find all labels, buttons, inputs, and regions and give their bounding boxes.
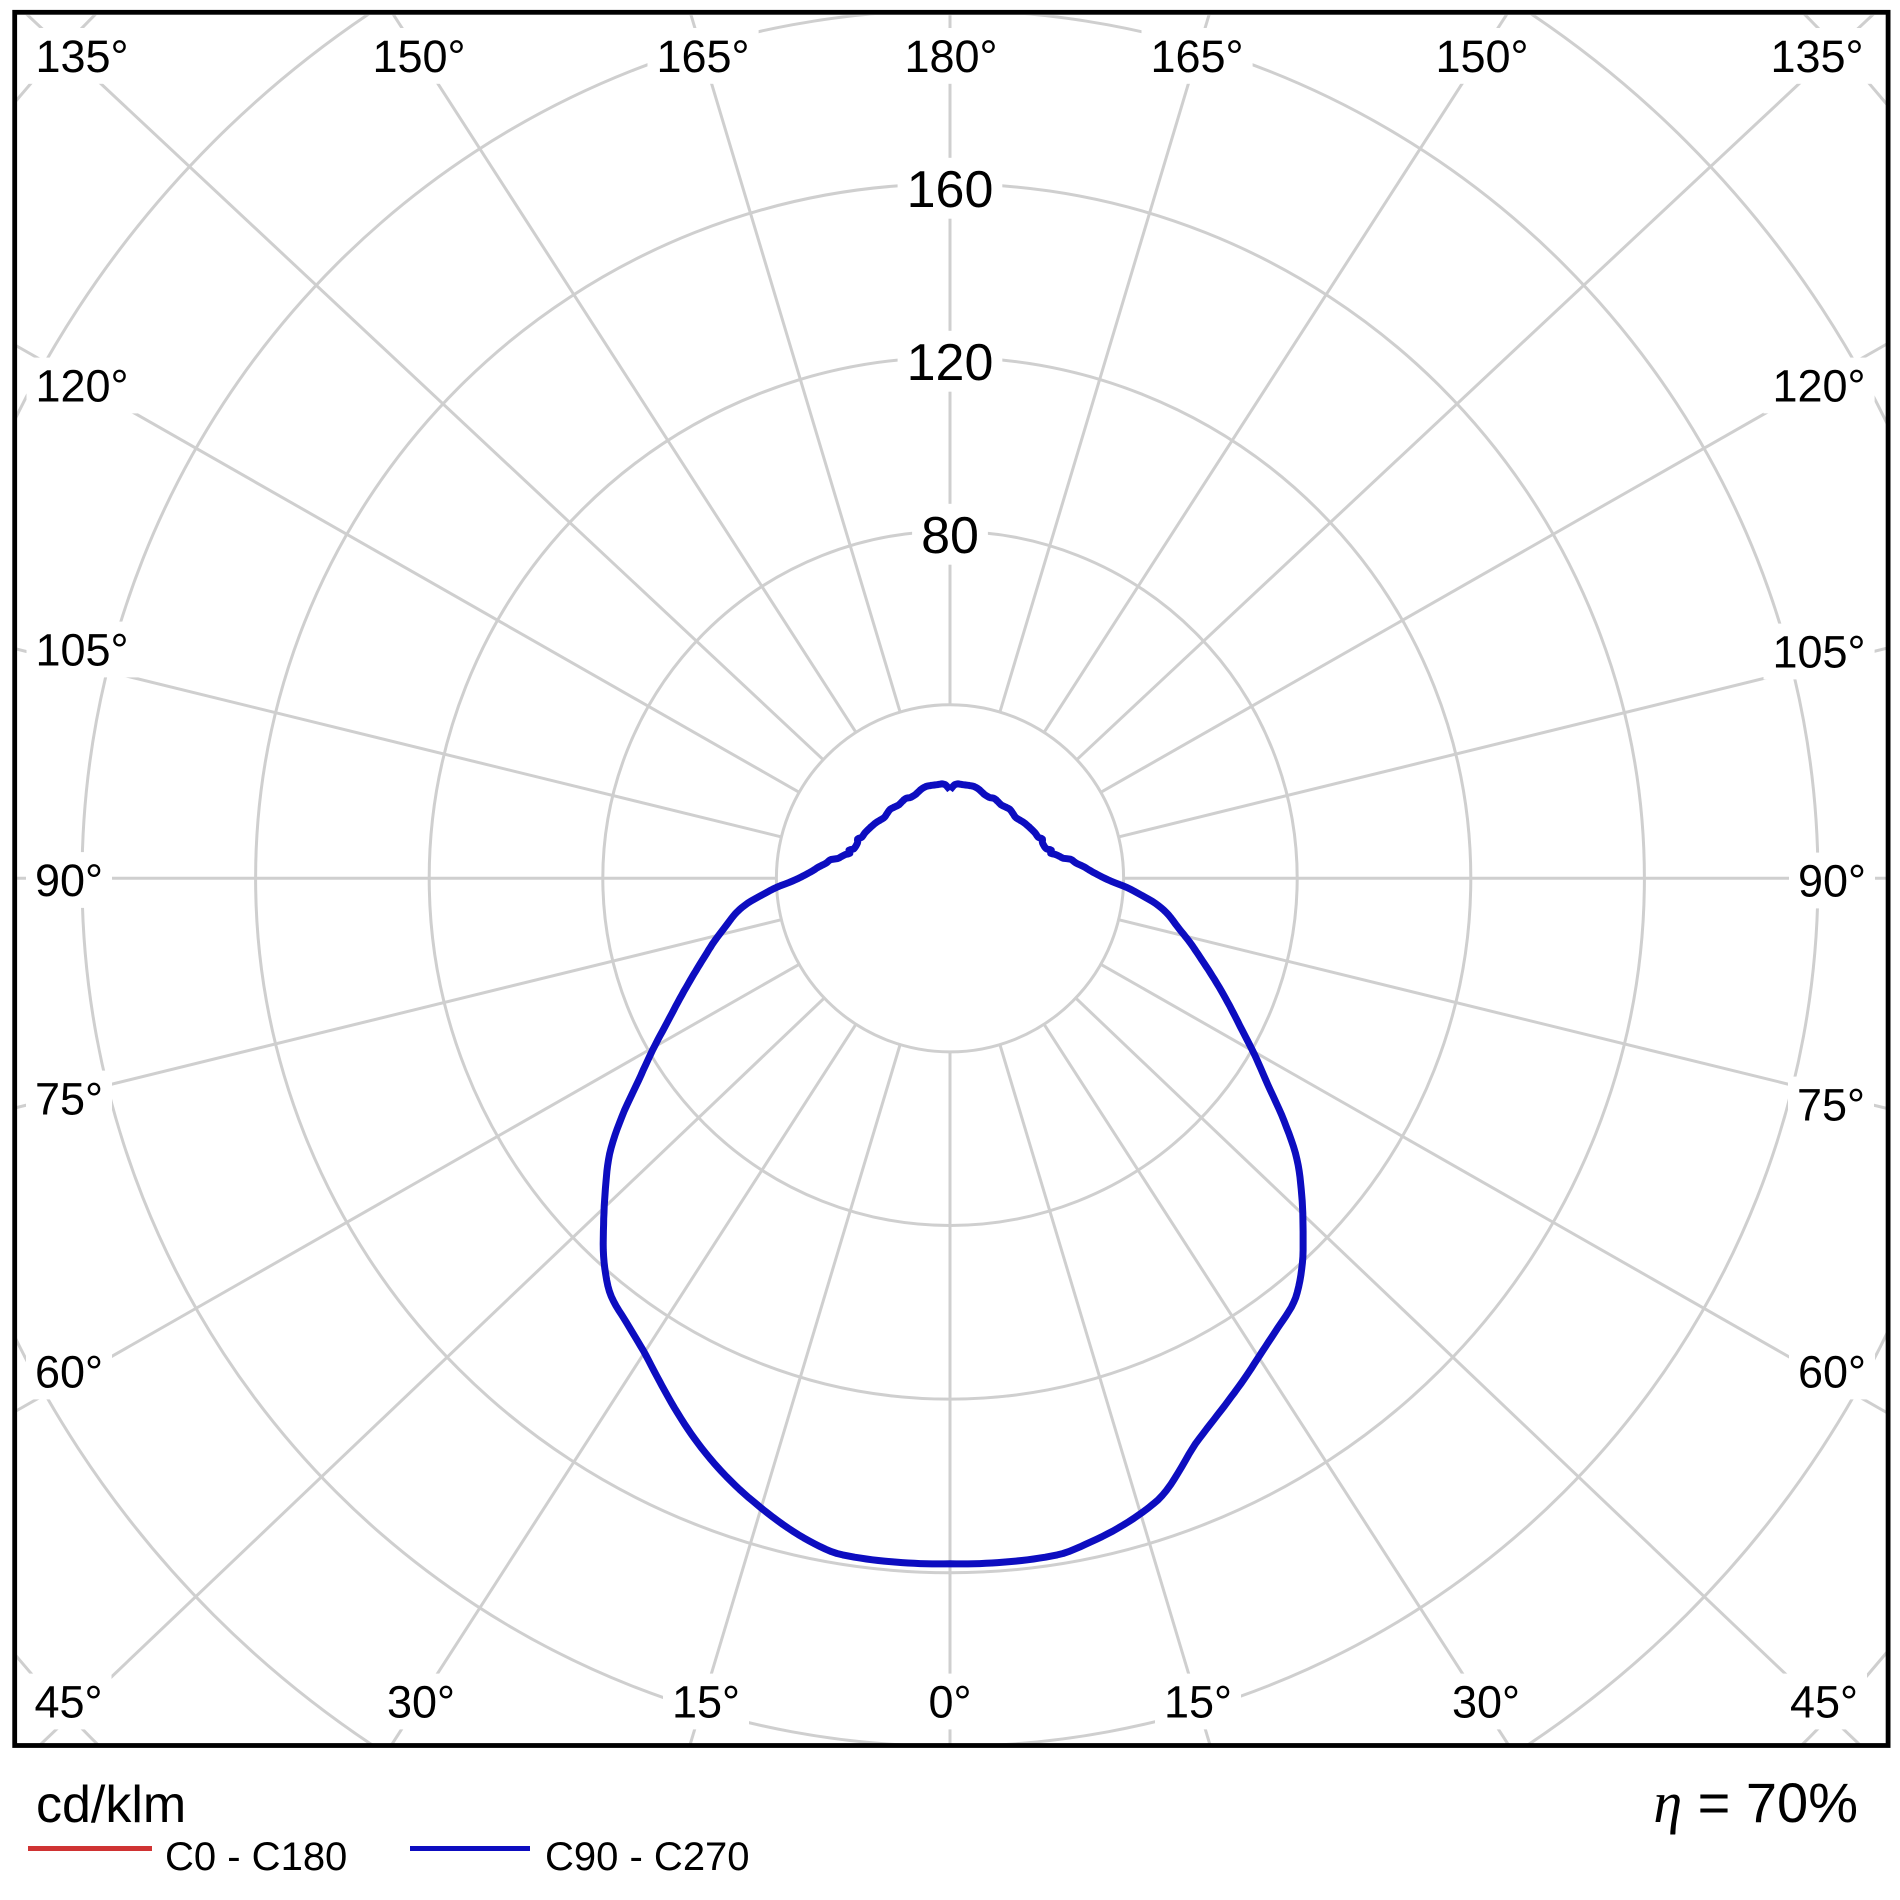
svg-text:60°: 60° — [1798, 1346, 1866, 1397]
svg-text:80: 80 — [921, 507, 979, 565]
svg-text:90°: 90° — [1798, 855, 1866, 906]
svg-text:105°: 105° — [35, 624, 128, 675]
svg-text:150°: 150° — [1435, 31, 1528, 82]
svg-text:120°: 120° — [1772, 360, 1865, 411]
svg-text:160: 160 — [907, 161, 994, 219]
svg-text:0°: 0° — [928, 1676, 971, 1727]
svg-text:180°: 180° — [904, 31, 997, 82]
svg-text:135°: 135° — [35, 31, 128, 82]
svg-text:cd/klm: cd/klm — [36, 1776, 186, 1834]
svg-text:120: 120 — [907, 334, 994, 392]
svg-text:15°: 15° — [1164, 1676, 1232, 1727]
svg-text:150°: 150° — [372, 31, 465, 82]
svg-text:30°: 30° — [1452, 1676, 1520, 1727]
svg-text:C90 - C270: C90 - C270 — [545, 1835, 750, 1879]
svg-text:105°: 105° — [1772, 626, 1865, 677]
svg-text:120°: 120° — [35, 360, 128, 411]
svg-text:75°: 75° — [1797, 1079, 1865, 1130]
svg-text:15°: 15° — [672, 1676, 740, 1727]
svg-text:30°: 30° — [387, 1676, 455, 1727]
svg-text:η = 70%: η = 70% — [1653, 1770, 1858, 1835]
svg-text:165°: 165° — [656, 31, 749, 82]
svg-text:75°: 75° — [35, 1073, 103, 1124]
svg-text:C0 - C180: C0 - C180 — [165, 1835, 347, 1879]
svg-text:45°: 45° — [1790, 1676, 1858, 1727]
svg-text:45°: 45° — [34, 1676, 102, 1727]
svg-text:90°: 90° — [35, 855, 103, 906]
svg-text:135°: 135° — [1770, 31, 1863, 82]
svg-text:60°: 60° — [35, 1346, 103, 1397]
svg-text:165°: 165° — [1150, 31, 1243, 82]
